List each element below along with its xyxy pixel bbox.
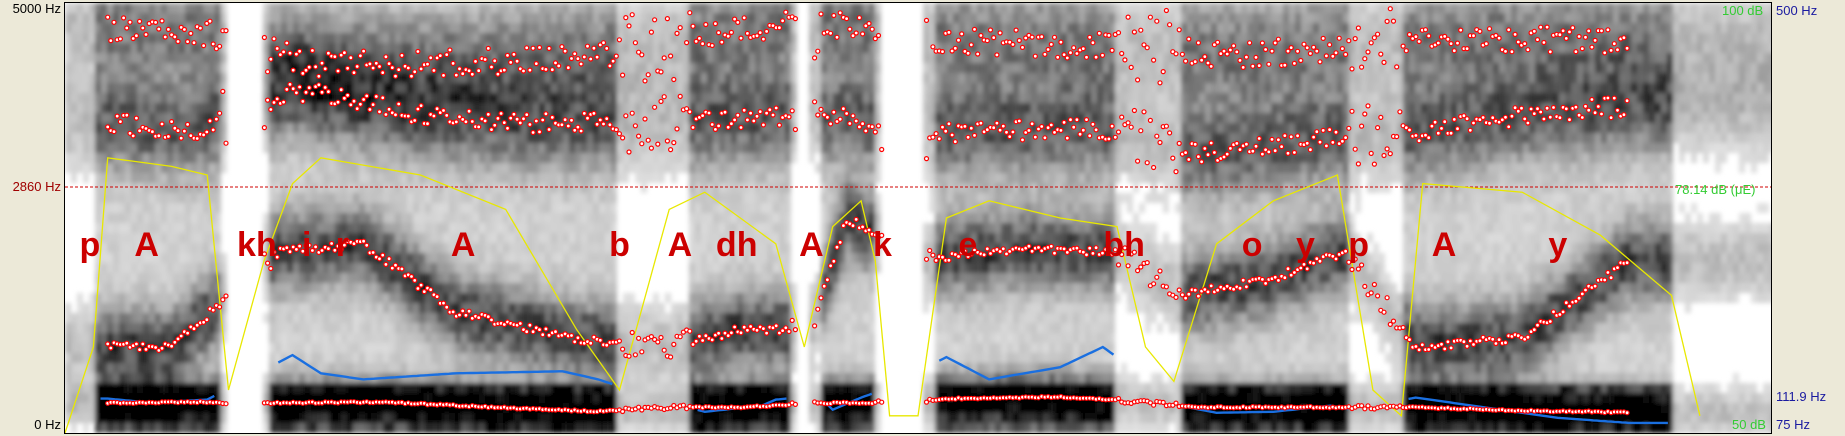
segment-label-9: A [799,226,824,264]
segment-label-4: r [336,226,349,264]
freq-top-label: 5000 Hz [13,1,61,16]
segment-label-10: k [873,226,892,264]
segment-label-1: A [134,226,159,264]
freq-bottom-label: 0 Hz [34,417,61,432]
segment-label-17: y [1548,226,1567,264]
segment-label-11: e [958,226,977,264]
segment-label-5: A [451,226,476,264]
intensity-bottom-label: 50 dB [1732,417,1766,432]
segment-label-14: y [1296,226,1315,264]
pitch-top-label: 500 Hz [1776,3,1817,18]
segment-label-15: p [1348,226,1369,264]
segment-label-7: A [668,226,693,264]
segment-label-3: i [302,226,311,264]
segment-label-16: A [1432,226,1457,264]
freq-cursor-label: 2860 Hz [13,179,61,194]
pitch-mid-label: 111.9 Hz [1776,389,1826,404]
segment-label-6: b [609,226,630,264]
segment-label-12: bh [1103,226,1145,264]
segment-label-8: dh [716,226,758,264]
segment-label-0: p [80,226,101,264]
intensity-cursor-label: 78.14 dB (μE) [1675,182,1755,197]
intensity-top-label: 100 dB [1722,3,1763,18]
segment-label-2: kh [237,226,277,264]
segment-label-13: o [1242,226,1263,264]
pitch-bottom-label: 75 Hz [1776,417,1810,432]
